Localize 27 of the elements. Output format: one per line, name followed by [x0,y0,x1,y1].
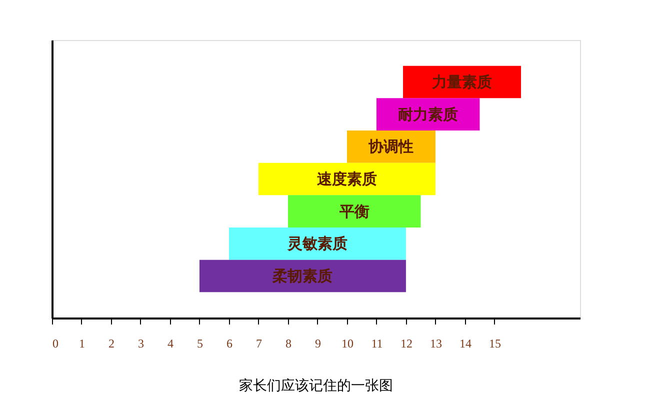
x-tick-label: 12 [400,336,412,350]
x-tick-label: 0 [52,336,58,350]
x-tick-label: 4 [167,336,174,350]
text: 家长们应该记住的一张图 [239,378,393,394]
x-tick-label: 7 [256,336,262,350]
x-tick-label: 5 [196,336,203,350]
y-tick-label: 耐力素质 [398,105,458,124]
x-tick-label: 15 [488,336,501,350]
y-tick-label: 平衡 [338,202,370,220]
y-tick-label: 灵敏素质 [286,234,348,253]
y-tick-label: 协调性 [368,138,414,156]
y-tick-label: 力量素质 [431,73,492,92]
bar [288,195,421,228]
x-tick-label: 14 [459,336,472,350]
x-tick-label: 11 [371,336,383,350]
x-tick-label: 1 [78,336,85,350]
x-tick-label: 8 [285,336,292,350]
x-tick-label: 3 [138,336,144,350]
bar [199,260,406,292]
bar [228,227,406,260]
x-tick-label: 2 [108,336,114,350]
x-tick-label: 10 [341,336,354,350]
x-tick-label: 9 [314,336,321,350]
x-tick-label: 6 [226,336,232,350]
y-tick-label: 柔韧素质 [272,266,333,285]
y-tick-label: 速度素质 [316,170,377,188]
x-tick-label: 13 [430,336,442,350]
